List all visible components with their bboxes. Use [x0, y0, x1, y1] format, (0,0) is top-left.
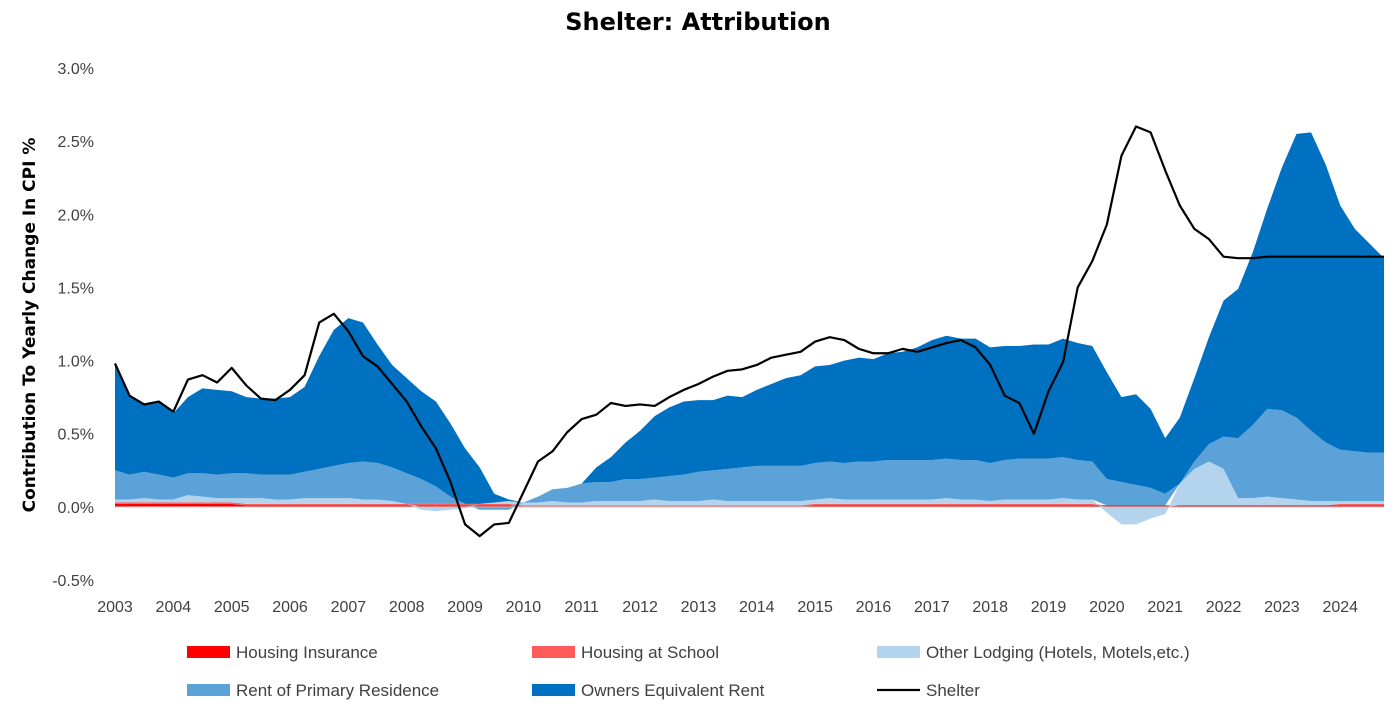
line-shelter [113, 125, 1384, 538]
legend-label-rent-of-primary-residence: Rent of Primary Residence [236, 681, 439, 700]
x-tick-label: 2021 [1147, 599, 1183, 616]
y-tick-label: 3.0% [58, 61, 94, 78]
legend-swatch-other-lodging-hotels-motels-etc [877, 646, 920, 658]
x-tick-label: 2023 [1264, 599, 1300, 616]
x-tick-label: 2007 [331, 599, 367, 616]
legend-label-owners-equivalent-rent: Owners Equivalent Rent [581, 681, 765, 700]
x-axis-ticks: 2003 2004 2005 2006 2007 2008 2009 2010 2011 2012… [97, 599, 1358, 616]
legend: Housing Insurance Housing at School Other … [187, 643, 1190, 700]
x-tick-label: 2024 [1322, 599, 1358, 616]
x-tick-label: 2005 [214, 599, 250, 616]
x-tick-label: 2022 [1206, 599, 1242, 616]
y-axis-ticks: -0.5% 0.0% 0.5% 1.0% 1.5% 2.0% 2.5% 3.0% [52, 61, 94, 590]
legend-label-housing-insurance: Housing Insurance [236, 643, 378, 662]
x-tick-label: 2016 [856, 599, 892, 616]
line-series-group [113, 125, 1384, 538]
y-tick-label: 2.0% [58, 207, 94, 224]
legend-label-housing-at-school: Housing at School [581, 643, 719, 662]
x-tick-label: 2009 [447, 599, 483, 616]
y-tick-label: -0.5% [52, 573, 94, 590]
area-owners-equivalent-rent [115, 132, 1384, 504]
x-tick-label: 2006 [272, 599, 308, 616]
y-tick-label: 0.5% [58, 427, 94, 444]
legend-swatch-housing-insurance [187, 646, 230, 658]
x-tick-label: 2020 [1089, 599, 1125, 616]
x-tick-label: 2003 [97, 599, 133, 616]
x-tick-label: 2019 [1031, 599, 1067, 616]
legend-label-shelter: Shelter [926, 681, 980, 700]
y-tick-label: 1.5% [58, 280, 94, 297]
area-housing-insurance [115, 503, 1384, 507]
x-tick-label: 2010 [506, 599, 542, 616]
area-housing-at-school [115, 502, 1384, 507]
legend-label-other-lodging-hotels-motels-etc: Other Lodging (Hotels, Motels,etc.) [926, 643, 1190, 662]
x-tick-label: 2018 [972, 599, 1008, 616]
x-tick-label: 2008 [389, 599, 425, 616]
x-tick-label: 2012 [622, 599, 658, 616]
y-tick-label: 2.5% [58, 134, 94, 151]
x-tick-label: 2011 [565, 599, 600, 616]
x-tick-label: 2004 [156, 599, 192, 616]
x-tick-label: 2015 [797, 599, 833, 616]
y-tick-label: 1.0% [58, 354, 94, 371]
chart-title: Shelter: Attribution [565, 8, 831, 36]
area-other-lodging-hotels-motels-etc [115, 461, 1384, 525]
x-tick-label: 2017 [914, 599, 950, 616]
area-series-group [115, 132, 1384, 525]
x-tick-label: 2013 [681, 599, 717, 616]
legend-swatch-rent-of-primary-residence [187, 684, 230, 696]
y-tick-label: 0.0% [58, 500, 94, 517]
x-tick-label: 2014 [739, 599, 775, 616]
legend-swatch-housing-at-school [532, 646, 575, 658]
y-axis-label: Contribution To Yearly Change In CPI % [20, 138, 40, 513]
legend-swatch-owners-equivalent-rent [532, 684, 575, 696]
area-rent-of-primary-residence [115, 408, 1384, 510]
